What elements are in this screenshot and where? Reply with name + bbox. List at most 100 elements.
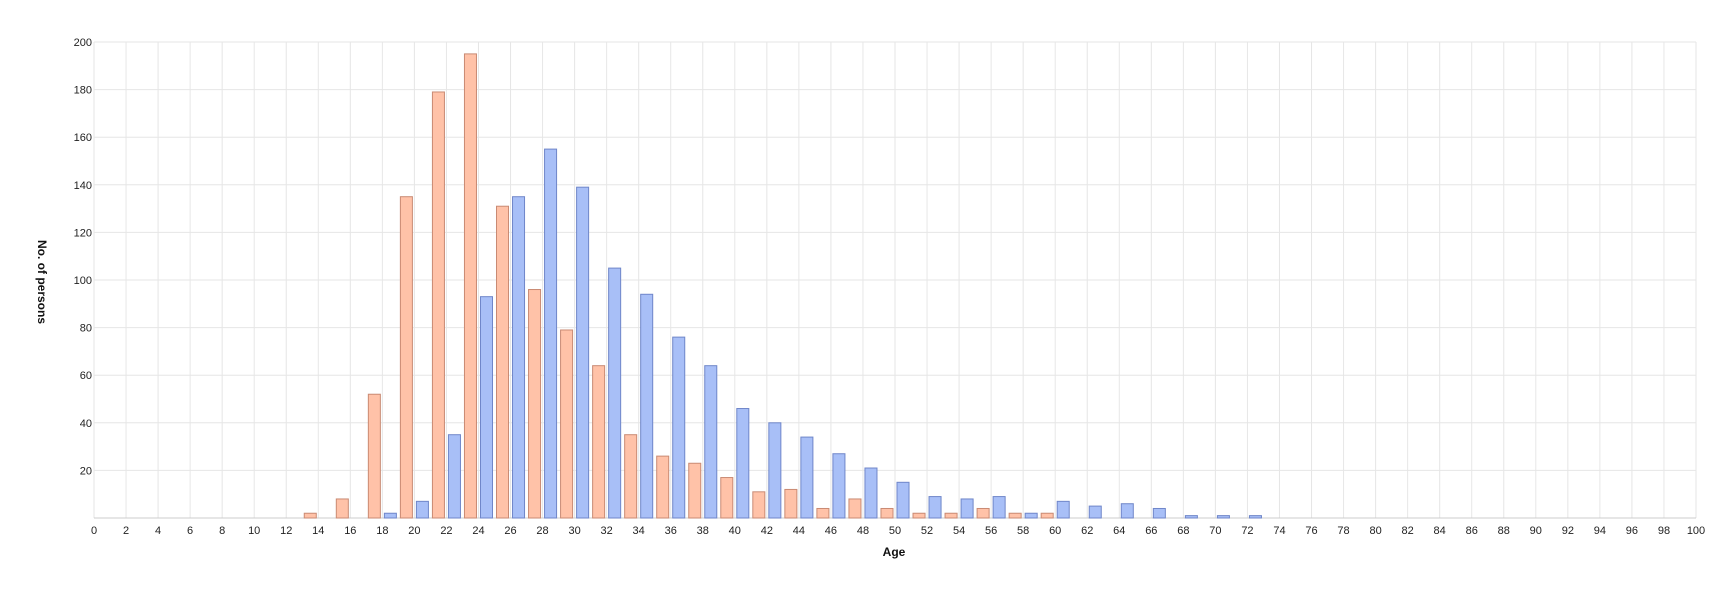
- x-tick-label: 12: [280, 525, 292, 537]
- bar-series-1: [720, 477, 734, 519]
- x-tick-label: 88: [1498, 525, 1510, 537]
- bar-series-2: [992, 496, 1006, 519]
- y-tick-label: 40: [80, 418, 92, 430]
- bar-series-2: [415, 500, 429, 519]
- x-tick-label: 6: [187, 525, 193, 537]
- x-tick-label: 8: [219, 525, 225, 537]
- bar-series-2: [928, 496, 942, 519]
- x-tick-label: 56: [985, 525, 997, 537]
- bar-series-2: [608, 267, 622, 519]
- bar-series-2: [960, 498, 974, 519]
- bar-series-2: [672, 336, 686, 519]
- x-tick-label: 0: [91, 525, 97, 537]
- bar-series-1: [816, 507, 830, 519]
- bar-series-1: [560, 329, 574, 519]
- x-tick-label: 58: [1017, 525, 1029, 537]
- bar-series-1: [528, 289, 542, 519]
- x-tick-label: 78: [1337, 525, 1349, 537]
- x-tick-label: 48: [857, 525, 869, 537]
- x-tick-label: 64: [1113, 525, 1125, 537]
- x-tick-label: 92: [1562, 525, 1574, 537]
- x-tick-label: 10: [248, 525, 260, 537]
- bar-series-1: [976, 507, 990, 519]
- bar-series-1: [880, 507, 894, 519]
- bar-series-2: [576, 186, 590, 519]
- x-tick-label: 42: [761, 525, 773, 537]
- bar-series-2: [1184, 515, 1198, 519]
- bar-series-1: [848, 498, 862, 519]
- bar-series-2: [896, 481, 910, 519]
- x-tick-label: 86: [1466, 525, 1478, 537]
- bar-series-1: [496, 205, 510, 519]
- bar-series-1: [784, 488, 798, 519]
- bar-series-1: [592, 365, 606, 519]
- bar-series-1: [1008, 512, 1022, 519]
- bar-series-1: [335, 498, 349, 519]
- y-tick-label: 80: [80, 323, 92, 335]
- bar-series-2: [768, 422, 782, 519]
- x-tick-label: 76: [1305, 525, 1317, 537]
- x-tick-label: 38: [697, 525, 709, 537]
- x-tick-label: 54: [953, 525, 965, 537]
- x-tick-label: 100: [1687, 525, 1705, 537]
- bar-series-1: [431, 91, 445, 519]
- bar-series-1: [688, 462, 702, 519]
- x-tick-label: 46: [825, 525, 837, 537]
- y-axis-title: No. of persons: [35, 240, 49, 324]
- bar-series-1: [399, 196, 413, 519]
- bar-series-1: [752, 491, 766, 519]
- x-tick-label: 26: [504, 525, 516, 537]
- bar-series-1: [912, 512, 926, 519]
- x-tick-label: 2: [123, 525, 129, 537]
- x-tick-label: 20: [408, 525, 420, 537]
- x-tick-label: 18: [376, 525, 388, 537]
- x-tick-label: 74: [1273, 525, 1285, 537]
- bar-series-1: [624, 434, 638, 519]
- bar-series-2: [1248, 515, 1262, 519]
- bar-series-2: [640, 293, 654, 519]
- bar-series-2: [800, 436, 814, 519]
- x-tick-label: 70: [1209, 525, 1221, 537]
- x-tick-label: 68: [1177, 525, 1189, 537]
- bar-series-1: [303, 512, 317, 519]
- x-tick-label: 4: [155, 525, 161, 537]
- y-tick-label: 180: [74, 85, 92, 97]
- bar-series-2: [512, 196, 526, 519]
- x-tick-label: 98: [1658, 525, 1670, 537]
- x-tick-label: 44: [793, 525, 805, 537]
- bar-series-1: [463, 53, 477, 519]
- x-tick-label: 34: [633, 525, 645, 537]
- x-tick-label: 94: [1594, 525, 1606, 537]
- x-tick-label: 82: [1402, 525, 1414, 537]
- x-tick-label: 90: [1530, 525, 1542, 537]
- bar-series-2: [704, 365, 718, 519]
- bar-series-1: [656, 455, 670, 519]
- x-tick-label: 36: [665, 525, 677, 537]
- bar-series-2: [736, 408, 750, 519]
- x-tick-label: 66: [1145, 525, 1157, 537]
- y-tick-label: 60: [80, 370, 92, 382]
- bar-series-2: [544, 148, 558, 519]
- x-tick-label: 62: [1081, 525, 1093, 537]
- x-tick-label: 30: [568, 525, 580, 537]
- bar-series-2: [832, 453, 846, 519]
- y-tick-label: 140: [74, 180, 92, 192]
- x-tick-label: 24: [472, 525, 484, 537]
- x-axis-title: Age: [883, 545, 906, 559]
- x-tick-label: 32: [601, 525, 613, 537]
- x-tick-label: 52: [921, 525, 933, 537]
- x-axis-ticks: 0 2 4 6 8 10 12 14 16 18 20 22 24 26 28 30 32 34 36 38 40 42 4…: [91, 525, 1705, 537]
- bar-series-2: [447, 434, 461, 519]
- bar-series-1: [1040, 512, 1054, 519]
- y-tick-label: 20: [80, 465, 92, 477]
- x-tick-label: 14: [312, 525, 324, 537]
- x-tick-label: 84: [1434, 525, 1446, 537]
- bar-series-2: [1056, 500, 1070, 519]
- x-tick-label: 28: [536, 525, 548, 537]
- bar-series-2: [383, 512, 397, 519]
- x-tick-label: 50: [889, 525, 901, 537]
- x-tick-label: 80: [1369, 525, 1381, 537]
- x-tick-label: 16: [344, 525, 356, 537]
